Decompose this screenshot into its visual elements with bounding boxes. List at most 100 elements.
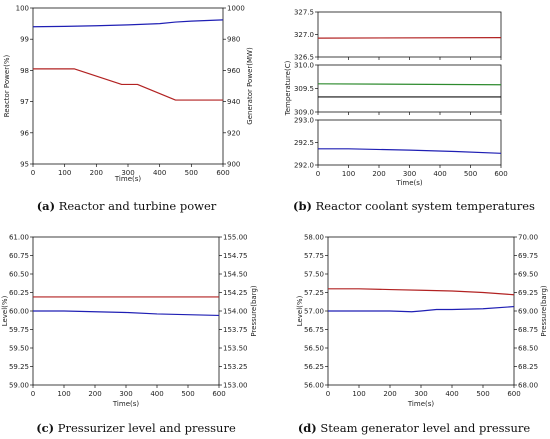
chart-d-xtick-label: 300 (414, 390, 427, 398)
chart-c-ytick-right-label: 154.25 (223, 289, 248, 297)
chart-d-ytick-right-label: 68.25 (518, 363, 538, 371)
chart-a-ytick-right-label: 920 (227, 129, 240, 137)
chart-a-ytick-label: 100 (16, 5, 29, 13)
chart-d-ytick-label: 57.75 (304, 252, 324, 260)
chart-c-xlabel: Time(s) (112, 400, 140, 408)
chart-c-ylabel-right: Pressure(barg) (250, 285, 258, 337)
chart-d-ytick-right-label: 69.25 (518, 289, 538, 297)
chart-c-ytick-right-label: 155.00 (223, 234, 248, 242)
chart-b-panel-1-ytick-label: 326.5 (294, 54, 314, 62)
chart-b-panel-3-ytick-label: 293.0 (294, 117, 314, 125)
chart-a-xtick-label: 100 (58, 169, 71, 177)
chart-b-panel-1-ytick-label: 327.0 (294, 31, 314, 39)
chart-a-ytick-right-label: 1000 (227, 5, 245, 13)
chart-d-ytick-label: 57.00 (304, 308, 324, 316)
chart-a-ylabel-left: Reactor Power(%) (3, 55, 11, 118)
chart-b-panel-3-xtick-label: 500 (464, 170, 477, 178)
chart-d-ytick-right-label: 68.00 (518, 382, 538, 390)
chart-a-ytick-right-label: 900 (227, 161, 240, 169)
chart-a-ytick-label: 97 (20, 98, 29, 106)
chart-b-panel-2-series-1 (317, 83, 502, 86)
chart-c-ytick-label: 59.25 (9, 363, 29, 371)
chart-d-ytick-right-label: 69.75 (518, 252, 538, 260)
chart-c-ytick-right-label: 154.75 (223, 252, 248, 260)
chart-a-series-pressure (33, 68, 223, 101)
chart-c-xtick-label: 400 (150, 390, 163, 398)
chart-c-xtick-label: 300 (119, 390, 132, 398)
chart-b-panel-1-frame (317, 11, 502, 58)
chart-b-panel-2-ytick-label: 310.0 (294, 62, 314, 70)
chart-d-ytick-right-label: 69.00 (518, 308, 538, 316)
chart-d-ytick-label: 56.50 (304, 345, 324, 353)
chart-d-ytick-label: 58.00 (304, 234, 324, 242)
chart-d-xtick-label: 400 (445, 390, 458, 398)
chart-c-ytick-label: 60.25 (9, 289, 29, 297)
chart-c-ytick-right-label: 154.00 (223, 308, 248, 316)
chart-a-xtick-label: 600 (216, 169, 229, 177)
chart-a-ytick-label: 98 (20, 67, 29, 75)
chart-a-ytick-right-label: 960 (227, 67, 240, 75)
caption-a: (a) Reactor and turbine power (36, 199, 217, 213)
chart-b-panel-2-ytick-label: 309.5 (294, 85, 314, 93)
chart-b-panel-3-xtick-label: 300 (403, 170, 416, 178)
chart-a-xtick-label: 300 (121, 169, 134, 177)
chart-c-ytick-right-label: 153.50 (223, 345, 248, 353)
chart-b-panel-3-xtick-label: 400 (433, 170, 446, 178)
chart-d-ytick-right-label: 69.50 (518, 271, 538, 279)
chart-b-panel-3-xtick-label: 0 (316, 170, 320, 178)
chart-b-panel-3-ytick-label: 292.0 (294, 162, 314, 170)
chart-c-ytick-label: 61.00 (9, 234, 29, 242)
chart-d-ytick-right-label: 68.50 (518, 345, 538, 353)
chart-a-ytick-label: 99 (20, 36, 29, 44)
chart-b-panel-1-ytick-label: 327.5 (294, 9, 314, 17)
chart-c-ytick-right-label: 153.25 (223, 363, 248, 371)
chart-c-ytick-label: 60.00 (9, 308, 29, 316)
chart-d-xtick-label: 200 (383, 390, 396, 398)
chart-b-panel-3-xtick-label: 600 (494, 170, 507, 178)
chart-d-xtick-label: 0 (326, 390, 330, 398)
chart-a-xtick-label: 400 (153, 169, 166, 177)
chart-c-xtick-label: 200 (88, 390, 101, 398)
chart-c-series-level (33, 310, 220, 317)
chart-d-xtick-label: 100 (352, 390, 365, 398)
chart-b-ylabel: Temperature(C) (284, 60, 292, 116)
chart-c-xtick-label: 500 (181, 390, 194, 398)
chart-d-xlabel: Time(s) (407, 400, 435, 408)
chart-c-ytick-label: 59.75 (9, 326, 29, 334)
chart-a-ylabel-right: Generator Power(MW) (246, 47, 254, 125)
chart-d-ytick-label: 57.25 (304, 289, 324, 297)
chart-d-ytick-right-label: 68.75 (518, 326, 538, 334)
chart-a-ytick-label: 96 (20, 129, 29, 137)
chart-b-panel-2-frame (317, 64, 502, 113)
chart-c-ylabel-left: Level(%) (1, 295, 9, 326)
chart-a-xtick-label: 200 (90, 169, 103, 177)
chart-a-ytick-right-label: 980 (227, 36, 240, 44)
chart-d-ytick-label: 57.50 (304, 271, 324, 279)
chart-b-panel-3-xtick-label: 100 (342, 170, 355, 178)
caption-b: (b) Reactor coolant system temperatures (293, 199, 535, 213)
caption-d: (d) Steam generator level and pressure (297, 421, 531, 435)
chart-d-xtick-label: 500 (476, 390, 489, 398)
chart-d-ytick-label: 56.25 (304, 363, 324, 371)
chart-d-ylabel-left: Level(%) (296, 295, 304, 326)
chart-d-ytick-label: 56.75 (304, 326, 324, 334)
chart-a-xlabel: Time(s) (114, 175, 142, 183)
chart-d-series-level (328, 305, 515, 313)
chart-a-frame (32, 7, 224, 165)
chart-b-panel-3-series-1 (318, 148, 502, 154)
chart-b-xlabel: Time(s) (395, 179, 423, 187)
chart-c-ytick-right-label: 153.00 (223, 382, 248, 390)
chart-b-panel-3-ytick-label: 292.5 (294, 139, 314, 147)
chart-b-panel-3-frame (317, 119, 502, 166)
chart-d-ytick-right-label: 70.00 (518, 234, 538, 242)
chart-c-ytick-right-label: 154.50 (223, 271, 248, 279)
chart-b-panel-3-xtick-label: 200 (372, 170, 385, 178)
chart-d-xtick-label: 600 (507, 390, 520, 398)
caption-c: (c) Pressurizer level and pressure (36, 421, 236, 435)
chart-c-ytick-label: 60.75 (9, 252, 29, 260)
chart-c-ytick-label: 60.50 (9, 271, 29, 279)
chart-a-ytick-right-label: 940 (227, 98, 240, 106)
chart-a-xtick-label: 500 (185, 169, 198, 177)
chart-d-series-pressure (328, 288, 515, 296)
